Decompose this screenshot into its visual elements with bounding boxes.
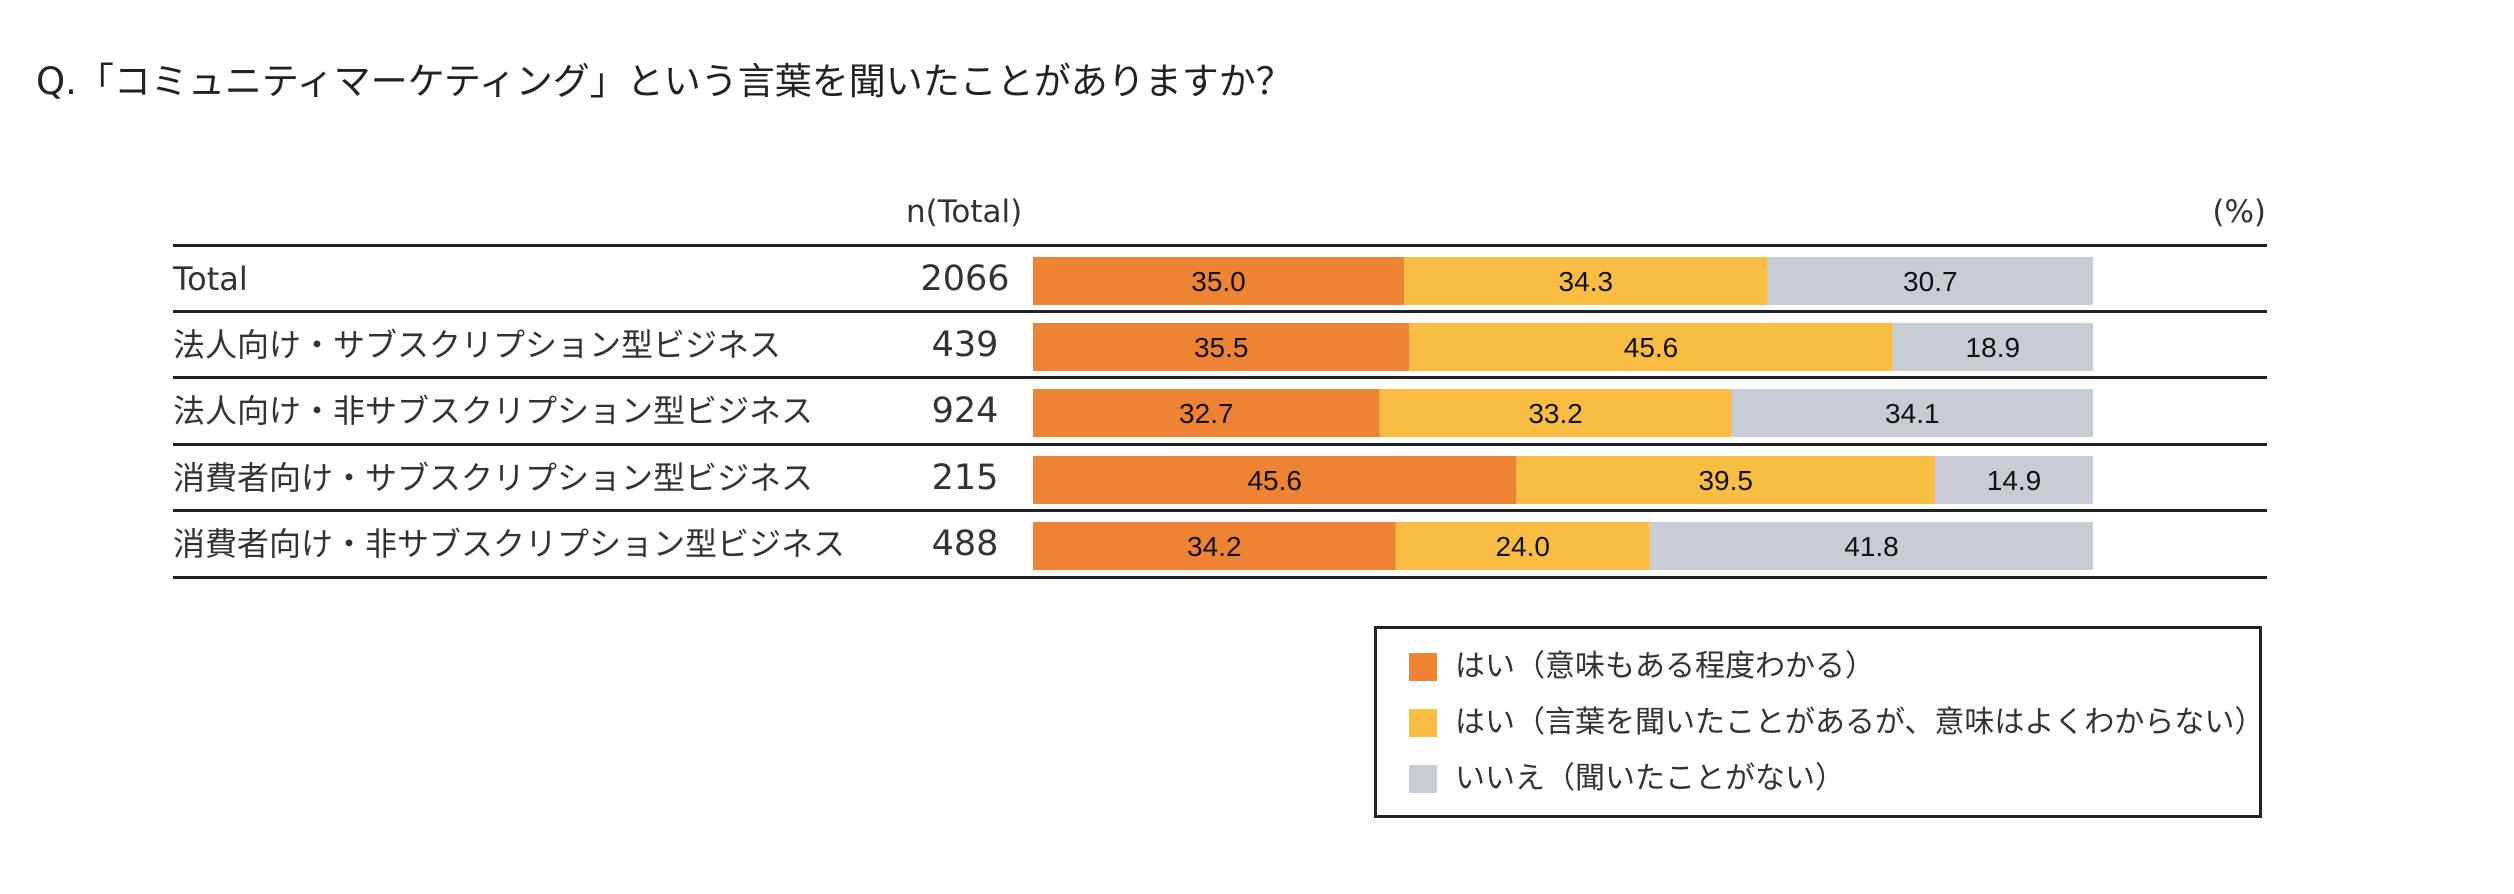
category-label-b2b-subscription: 法人向け・サブスクリプション型ビジネス (173, 326, 782, 364)
data-label-b2c-subscription-no: 14.9 (1987, 465, 2042, 496)
table-rule (173, 244, 2267, 247)
data-label-total-no: 30.7 (1903, 266, 1958, 297)
bar-b2b-subscription-no (1892, 323, 2093, 371)
category-label-b2c-non-subscription: 消費者向け・非サブスクリプション型ビジネス (173, 525, 846, 563)
legend-swatch (1409, 709, 1437, 737)
legend: はい（意味もある程度わかる） はい（言葉を聞いたことがあるが、意味はよくわからな… (1374, 626, 2264, 818)
category-label-total: Total (173, 260, 248, 298)
unit-label: (%) (2212, 194, 2266, 230)
legend-label: はい（意味もある程度わかる） (1455, 649, 1875, 684)
data-label-total-yes-heard-only: 34.3 (1559, 266, 1614, 297)
data-label-b2b-non-subscription-yes-understand: 32.7 (1179, 398, 1234, 429)
bar-b2b-non-subscription-no (1731, 389, 2093, 437)
category-label-b2b-non-subscription: 法人向け・非サブスクリプション型ビジネス (173, 392, 814, 430)
data-label-total-yes-understand: 35.0 (1191, 266, 1246, 297)
n-value-b2c-subscription: 215 (931, 458, 999, 498)
legend-item-yes-understand: はい（意味もある程度わかる） (1409, 647, 1875, 687)
table-rule (173, 376, 2267, 379)
data-label-b2c-subscription-yes-understand: 45.6 (1247, 465, 1302, 496)
table-rule (173, 576, 2267, 579)
n-value-b2b-non-subscription: 924 (931, 391, 999, 431)
bar-b2c-subscription-yes-heard-only (1516, 456, 1936, 504)
data-label-b2c-non-subscription-yes-understand: 34.2 (1187, 531, 1242, 562)
data-label-b2c-subscription-yes-heard-only: 39.5 (1698, 465, 1753, 496)
n-value-total: 2066 (920, 259, 1010, 299)
category-label-b2c-subscription: 消費者向け・サブスクリプション型ビジネス (173, 459, 814, 497)
n-value-b2b-subscription: 439 (931, 325, 999, 365)
legend-swatch (1409, 653, 1437, 681)
data-label-b2c-non-subscription-no: 41.8 (1844, 531, 1899, 562)
bar-b2b-non-subscription-yes-heard-only (1379, 389, 1732, 437)
bar-b2c-non-subscription-yes-understand (1033, 522, 1396, 570)
bar-b2b-subscription-yes-understand (1033, 323, 1410, 371)
bar-b2c-subscription-no (1935, 456, 2093, 504)
legend-label: はい（言葉を聞いたことがあるが、意味はよくわからない） (1455, 705, 2265, 740)
bar-b2c-subscription-yes-understand (1033, 456, 1517, 504)
bar-total-yes-heard-only (1404, 257, 1768, 305)
table-rule (173, 509, 2267, 512)
n-value-b2c-non-subscription: 488 (931, 524, 999, 564)
table-rule (173, 310, 2267, 313)
legend-swatch (1409, 765, 1437, 793)
n-column-header: n(Total) (906, 194, 1023, 230)
legend-item-no: いいえ（聞いたことがない） (1409, 759, 1845, 799)
bar-b2b-subscription-yes-heard-only (1409, 323, 1893, 371)
legend-label: いいえ（聞いたことがない） (1455, 761, 1845, 796)
data-label-b2b-non-subscription-no: 34.1 (1885, 398, 1940, 429)
data-label-b2b-subscription-no: 18.9 (1966, 332, 2021, 363)
bar-total-yes-understand (1033, 257, 1404, 305)
data-label-b2b-subscription-yes-heard-only: 45.6 (1624, 332, 1679, 363)
bar-b2c-non-subscription-yes-heard-only (1395, 522, 1650, 570)
legend-item-yes-heard-only: はい（言葉を聞いたことがあるが、意味はよくわからない） (1409, 703, 2264, 743)
chart-title: Q.「コミュニティマーケティング」という言葉を聞いたことがありますか？ (36, 60, 1293, 103)
bar-total-no (1767, 257, 2093, 305)
data-label-b2b-non-subscription-yes-heard-only: 33.2 (1528, 398, 1583, 429)
data-label-b2c-non-subscription-yes-heard-only: 24.0 (1495, 531, 1550, 562)
table-rule (173, 443, 2267, 446)
bar-b2c-non-subscription-no (1649, 522, 2093, 570)
data-label-b2b-subscription-yes-understand: 35.5 (1194, 332, 1249, 363)
bar-b2b-non-subscription-yes-understand (1033, 389, 1380, 437)
